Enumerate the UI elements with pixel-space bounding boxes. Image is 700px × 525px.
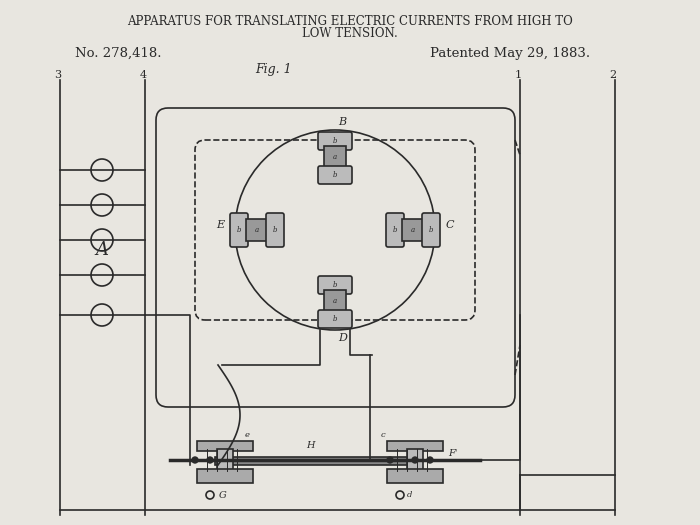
Bar [215,457,415,465]
Text: 2: 2 [610,70,617,80]
Bar [197,441,253,451]
Bar [324,146,346,168]
Circle shape [412,457,418,463]
Bar [402,219,424,241]
FancyBboxPatch shape [318,310,352,328]
FancyBboxPatch shape [422,213,440,247]
Text: c: c [381,431,386,439]
Circle shape [427,457,433,463]
Text: d: d [407,491,413,499]
Text: 1: 1 [514,70,522,80]
Bar [246,219,268,241]
Text: C: C [446,220,454,230]
Bar [387,441,443,451]
Text: A: A [95,241,108,259]
Text: APPARATUS FOR TRANSLATING ELECTRIC CURRENTS FROM HIGH TO: APPARATUS FOR TRANSLATING ELECTRIC CURRE… [127,15,573,28]
Text: H: H [306,441,314,450]
FancyBboxPatch shape [230,213,248,247]
Bar [197,469,253,483]
Text: 3: 3 [55,70,62,80]
Circle shape [387,457,393,463]
Text: b: b [428,226,433,234]
FancyBboxPatch shape [318,276,352,294]
Bar [407,449,423,471]
Text: b: b [332,281,337,289]
FancyBboxPatch shape [266,213,284,247]
Text: b: b [332,171,337,179]
Text: LOW TENSION.: LOW TENSION. [302,27,398,40]
Text: 4: 4 [139,70,146,80]
Text: a: a [411,226,415,234]
Text: No. 278,418.: No. 278,418. [75,47,162,60]
Circle shape [192,457,198,463]
Text: a: a [255,226,259,234]
Circle shape [207,457,213,463]
Bar [324,290,346,312]
FancyBboxPatch shape [386,213,404,247]
Text: a: a [333,153,337,161]
Text: b: b [273,226,277,234]
Text: b: b [332,315,337,323]
Text: b: b [237,226,242,234]
Text: G: G [219,490,227,499]
Text: D: D [338,333,347,343]
Text: B: B [338,117,346,127]
Text: b: b [393,226,398,234]
Text: Patented May 29, 1883.: Patented May 29, 1883. [430,47,590,60]
FancyBboxPatch shape [318,166,352,184]
Text: a: a [333,297,337,305]
Text: Fig. 1: Fig. 1 [255,63,292,76]
Text: E: E [216,220,224,230]
Text: b: b [332,137,337,145]
Text: F': F' [448,448,458,457]
Bar [387,469,443,483]
Text: e: e [244,431,249,439]
FancyBboxPatch shape [318,132,352,150]
Bar [217,449,233,471]
